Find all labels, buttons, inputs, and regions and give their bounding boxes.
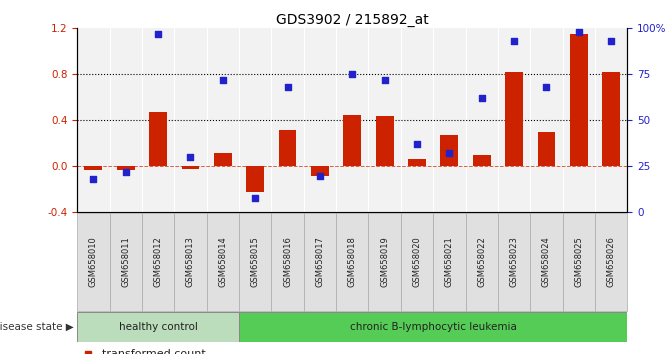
Point — [411, 142, 422, 147]
FancyBboxPatch shape — [77, 312, 239, 342]
Point — [282, 84, 293, 90]
Text: GSM658024: GSM658024 — [542, 236, 551, 287]
FancyBboxPatch shape — [304, 213, 336, 310]
Text: GSM658016: GSM658016 — [283, 236, 292, 287]
Point — [120, 169, 131, 175]
Text: GSM658014: GSM658014 — [218, 236, 227, 287]
FancyBboxPatch shape — [368, 213, 401, 310]
Text: GSM658015: GSM658015 — [251, 236, 260, 287]
Text: disease state ▶: disease state ▶ — [0, 321, 74, 332]
Point — [509, 38, 519, 44]
Text: GSM658013: GSM658013 — [186, 236, 195, 287]
FancyBboxPatch shape — [498, 213, 530, 310]
FancyBboxPatch shape — [530, 213, 563, 310]
Point — [606, 38, 617, 44]
FancyBboxPatch shape — [77, 213, 109, 310]
Point — [88, 176, 99, 182]
Bar — [408, 160, 426, 166]
Bar — [603, 72, 620, 166]
Text: GSM658019: GSM658019 — [380, 236, 389, 287]
Text: GSM658025: GSM658025 — [574, 236, 583, 287]
FancyBboxPatch shape — [466, 213, 498, 310]
Bar — [344, 115, 361, 166]
Text: GSM658017: GSM658017 — [315, 236, 324, 287]
Point — [347, 72, 358, 77]
Bar — [278, 130, 297, 166]
Bar — [505, 72, 523, 166]
Text: GSM658023: GSM658023 — [509, 236, 519, 287]
Text: chronic B-lymphocytic leukemia: chronic B-lymphocytic leukemia — [350, 321, 517, 332]
Point — [153, 31, 164, 37]
Bar — [182, 166, 199, 169]
Bar — [440, 135, 458, 166]
Text: GSM658022: GSM658022 — [477, 236, 486, 287]
Point — [541, 84, 552, 90]
Text: GSM658011: GSM658011 — [121, 236, 130, 287]
Point — [250, 195, 260, 200]
FancyBboxPatch shape — [142, 213, 174, 310]
Text: healthy control: healthy control — [119, 321, 197, 332]
FancyBboxPatch shape — [109, 213, 142, 310]
Text: GSM658018: GSM658018 — [348, 236, 357, 287]
Text: GSM658021: GSM658021 — [445, 236, 454, 287]
FancyBboxPatch shape — [401, 213, 433, 310]
Point — [217, 77, 228, 83]
Point — [574, 29, 584, 35]
Bar — [246, 166, 264, 192]
Bar — [214, 153, 231, 166]
Point — [379, 77, 390, 83]
Bar — [376, 116, 393, 166]
Point — [315, 173, 325, 178]
Bar — [311, 166, 329, 176]
Bar — [117, 166, 135, 170]
Bar — [149, 112, 167, 166]
Point — [185, 154, 196, 160]
FancyBboxPatch shape — [271, 213, 304, 310]
Point — [444, 151, 455, 156]
FancyBboxPatch shape — [595, 213, 627, 310]
FancyBboxPatch shape — [433, 213, 466, 310]
Bar — [473, 155, 491, 166]
Bar — [537, 132, 556, 166]
FancyBboxPatch shape — [207, 213, 239, 310]
FancyBboxPatch shape — [239, 213, 271, 310]
Text: transformed count: transformed count — [102, 349, 206, 354]
Title: GDS3902 / 215892_at: GDS3902 / 215892_at — [276, 13, 429, 27]
FancyBboxPatch shape — [174, 213, 207, 310]
Text: GSM658026: GSM658026 — [607, 236, 616, 287]
Text: GSM658010: GSM658010 — [89, 236, 98, 287]
FancyBboxPatch shape — [563, 213, 595, 310]
Bar — [85, 166, 102, 170]
Point — [476, 96, 487, 101]
FancyBboxPatch shape — [239, 312, 627, 342]
Text: GSM658020: GSM658020 — [413, 236, 421, 287]
Bar — [570, 34, 588, 166]
FancyBboxPatch shape — [336, 213, 368, 310]
Text: GSM658012: GSM658012 — [154, 236, 162, 287]
